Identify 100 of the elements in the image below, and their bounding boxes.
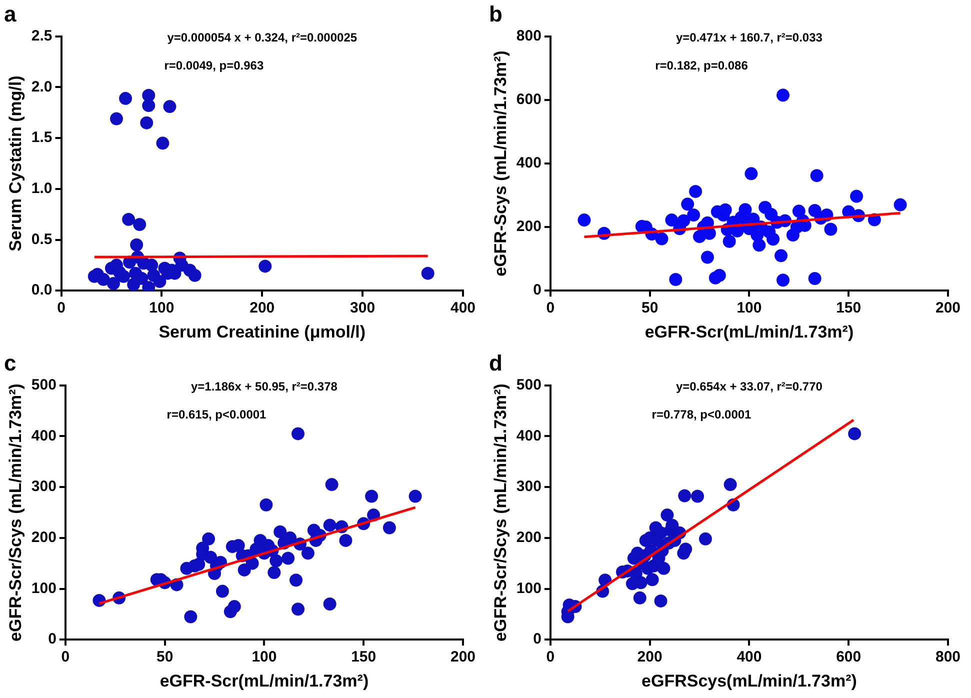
x-tick-label: 100 <box>736 300 762 317</box>
point <box>184 610 198 624</box>
point <box>284 531 297 544</box>
y-tick-label: 500 <box>31 376 56 394</box>
point <box>339 534 352 547</box>
point <box>282 552 295 565</box>
y-tick-label: 100 <box>516 580 542 597</box>
x-axis-title: eGFR-Scr(mL/min/1.73m²) <box>160 671 369 690</box>
point <box>633 591 646 604</box>
point <box>258 260 272 273</box>
point <box>142 99 156 112</box>
chart-title: b <box>489 1 502 26</box>
x-tick-label: 400 <box>450 300 476 317</box>
chart-title: a <box>4 1 17 26</box>
point <box>848 427 862 440</box>
x-tick-label: 150 <box>351 648 376 666</box>
annotation: y=1.186x + 50.95, r²=0.378 <box>190 380 338 394</box>
y-tick-label: 0 <box>533 282 542 299</box>
point <box>270 554 283 568</box>
annotation: r=0.182, p=0.086 <box>655 58 748 73</box>
y-tick-label: 400 <box>516 154 542 172</box>
chart-title: d <box>489 350 502 376</box>
y-tick-label: 0 <box>533 630 542 648</box>
annotation: y=0.654x + 33.07, r²=0.770 <box>676 380 823 394</box>
point <box>122 212 136 226</box>
y-tick-label: 0 <box>48 630 56 648</box>
annotation: r=0.778, p<0.0001 <box>652 408 752 422</box>
y-tick-label: 200 <box>516 529 542 546</box>
point <box>301 546 314 560</box>
point <box>260 498 273 512</box>
point <box>323 518 336 532</box>
point <box>130 238 144 252</box>
y-tick-label: 1.5 <box>31 129 52 146</box>
y-tick-label: 400 <box>516 427 542 444</box>
x-tick-label: 200 <box>935 300 961 317</box>
y-axis-title: eGFR-Scr/Scys (mL/min/1.73m²) <box>490 384 510 642</box>
point <box>408 490 422 503</box>
point <box>698 532 712 546</box>
y-tick-label: 0.5 <box>31 230 52 248</box>
x-axis-title: eGFR-Scr(mL/min/1.73m²) <box>644 322 854 342</box>
point <box>110 112 123 126</box>
point <box>274 525 287 538</box>
y-tick-label: 200 <box>31 529 56 546</box>
y-tick-label: 800 <box>516 28 542 45</box>
point <box>323 598 336 611</box>
point <box>382 521 396 534</box>
x-tick-label: 600 <box>836 648 862 666</box>
y-tick-label: 200 <box>516 218 542 236</box>
x-axis-title: eGFRScys(mL/min/1.73m²) <box>642 671 857 690</box>
point <box>119 92 132 105</box>
x-tick-label: 100 <box>149 300 174 317</box>
x-tick-label: 200 <box>637 648 662 666</box>
y-tick-label: 2.0 <box>31 78 52 96</box>
point <box>192 558 206 571</box>
point <box>117 270 130 283</box>
point <box>678 489 692 502</box>
x-tick-label: 50 <box>641 300 658 317</box>
x-tick-label: 200 <box>450 648 476 666</box>
y-tick-label: 2.5 <box>31 28 52 45</box>
point <box>145 258 158 272</box>
point <box>268 566 281 579</box>
point <box>96 272 110 286</box>
y-axis-title: eGFR-Scys (mL/min/1.73m²) <box>490 50 510 276</box>
point <box>421 266 434 280</box>
x-tick-label: 400 <box>736 648 762 666</box>
point <box>188 268 202 282</box>
y-tick-label: 600 <box>516 91 542 108</box>
point <box>290 574 303 587</box>
x-tick-label: 150 <box>836 300 862 317</box>
y-tick-label: 1.0 <box>31 180 52 198</box>
y-tick-label: 0.0 <box>31 282 52 299</box>
y-tick-label: 300 <box>516 478 542 496</box>
point <box>691 490 704 503</box>
y-tick-label: 400 <box>31 427 56 444</box>
point <box>238 563 251 576</box>
annotation: y=0.000054 x + 0.324, r²=0.000025 <box>167 30 358 45</box>
point <box>228 600 241 614</box>
point <box>140 116 154 130</box>
x-axis-title: Serum Creatinine (μmol/l) <box>158 322 366 342</box>
point <box>292 427 305 440</box>
point <box>646 573 659 586</box>
point <box>660 508 674 522</box>
point <box>153 274 166 288</box>
y-tick-label: 100 <box>31 580 56 597</box>
point <box>654 594 668 608</box>
point <box>216 584 229 598</box>
x-tick-label: 0 <box>546 300 555 317</box>
annotation: r=0.0049, p=0.963 <box>164 58 264 73</box>
y-axis-title: eGFR-Scr/Scys (mL/min/1.73m²) <box>6 384 25 642</box>
y-tick-label: 300 <box>31 478 56 496</box>
point <box>325 478 338 492</box>
annotation: y=0.471x + 160.7, r²=0.033 <box>676 30 823 45</box>
point <box>365 490 378 503</box>
point <box>163 100 176 114</box>
point <box>246 556 259 570</box>
point <box>156 136 170 150</box>
x-tick-label: 200 <box>250 300 275 317</box>
y-axis-title: Serum Cystatin (mg/l) <box>6 76 25 252</box>
x-tick-label: 100 <box>252 648 277 666</box>
point <box>679 542 692 556</box>
